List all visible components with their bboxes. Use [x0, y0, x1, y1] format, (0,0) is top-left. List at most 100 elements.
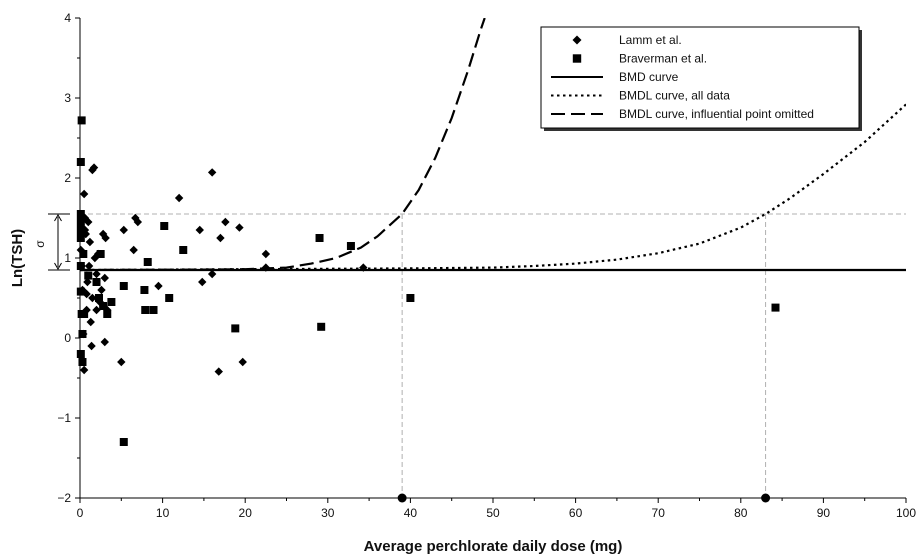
data-point-braverman — [160, 222, 169, 230]
data-point-braverman — [76, 262, 85, 270]
data-point-braverman — [317, 322, 326, 331]
y-axis-title: Ln(TSH) — [9, 229, 26, 287]
curves — [80, 18, 906, 272]
data-point-lamm — [131, 213, 140, 223]
x-tick-label: 30 — [321, 506, 335, 520]
reference-lines — [80, 213, 906, 498]
y-tick-label: −1 — [57, 411, 71, 425]
data-point-lamm — [117, 357, 126, 367]
x-tick-label: 100 — [896, 506, 916, 520]
data-point-braverman — [76, 350, 85, 358]
data-point-lamm — [86, 317, 95, 327]
data-point-braverman — [231, 324, 240, 333]
data-point-braverman — [179, 246, 188, 254]
legend-label: BMDL curve, all data — [619, 89, 730, 103]
data-point-braverman — [94, 294, 103, 302]
data-point-lamm — [92, 305, 101, 315]
data-point-lamm — [92, 269, 101, 279]
data-point-lamm — [359, 263, 368, 272]
data-point-braverman — [76, 218, 85, 226]
data-point-lamm — [83, 277, 92, 287]
data-point-braverman — [140, 286, 149, 294]
x-tick-label: 80 — [734, 506, 748, 520]
sigma-arrow-head-up — [54, 214, 62, 222]
x-tick-label: 0 — [77, 506, 84, 520]
data-point-lamm — [97, 285, 106, 295]
data-point-braverman — [76, 158, 85, 166]
data-point-lamm — [119, 225, 128, 235]
y-tick-label: 3 — [64, 91, 71, 105]
data-point-braverman — [76, 210, 85, 218]
x-tick-label: 10 — [156, 506, 170, 520]
data-point-lamm — [82, 289, 91, 299]
data-point-lamm — [88, 293, 97, 303]
data-point-braverman — [107, 298, 116, 306]
data-point-braverman — [346, 242, 355, 250]
data-point-lamm — [221, 217, 230, 227]
data-point-braverman — [78, 358, 87, 366]
curve-dotted — [80, 103, 906, 272]
data-point-lamm — [174, 193, 184, 203]
axes: 0 10 20 30 40 50 60 70 80 90 100 −2 −1 0 1 2 3 4 σ — [33, 11, 916, 520]
data-point-lamm — [238, 357, 247, 367]
data-point-braverman — [76, 226, 85, 234]
data-point-lamm — [101, 233, 110, 243]
data-point-lamm — [129, 245, 138, 255]
x-axis-title: Average perchlorate daily dose (mg) — [364, 538, 623, 555]
data-point-lamm — [261, 263, 271, 272]
data-point-lamm — [154, 281, 163, 291]
data-point-braverman — [119, 438, 128, 446]
legend-marker-square — [572, 54, 582, 63]
data-point-lamm — [79, 189, 89, 199]
sigma-arrow-head-down — [54, 262, 62, 270]
data-point-lamm — [216, 233, 225, 243]
x-tick-label: 60 — [569, 506, 583, 520]
sigma-label: σ — [33, 240, 47, 248]
data-point-braverman — [80, 310, 89, 318]
data-point-braverman — [771, 303, 780, 312]
data-point-lamm — [235, 223, 244, 232]
data-point-braverman — [143, 258, 152, 266]
data-point-braverman — [165, 294, 174, 302]
data-point-lamm — [84, 261, 94, 271]
data-point-braverman — [119, 282, 128, 290]
data-point-lamm — [85, 237, 95, 247]
data-point-braverman — [96, 250, 105, 258]
y-tick-label: 1 — [64, 251, 71, 265]
data-point-lamm — [79, 365, 89, 375]
data-point-braverman — [406, 294, 415, 302]
x-tick-label: 90 — [817, 506, 831, 520]
x-tick-label: 70 — [652, 506, 666, 520]
data-point-lamm — [89, 163, 99, 172]
data-point-lamm — [98, 229, 108, 239]
data-point-braverman — [315, 234, 324, 242]
data-point-lamm — [84, 217, 93, 227]
data-point-lamm — [81, 229, 90, 239]
data-point-lamm — [214, 367, 223, 376]
data-point-braverman — [84, 271, 93, 280]
data-point-lamm — [261, 249, 271, 259]
legend-label: Lamm et al. — [619, 33, 682, 47]
legend-label: BMDL curve, influential point omitted — [619, 107, 814, 121]
legend-label: Braverman et al. — [619, 52, 707, 66]
data-point-lamm — [195, 225, 204, 235]
x-tick-label: 40 — [404, 506, 418, 520]
legend-marker-diamond — [572, 35, 582, 45]
legend-label: BMD curve — [619, 70, 679, 84]
data-point-braverman — [99, 302, 108, 310]
data-point-lamm — [87, 341, 96, 351]
data-point-lamm — [100, 337, 109, 347]
legend: Lamm et al. Braverman et al. BMD curve BMDL… — [540, 26, 862, 131]
data-point-braverman — [103, 310, 112, 318]
data-point-braverman — [78, 330, 87, 338]
data-point-lamm — [133, 217, 143, 227]
x-tick-label: 20 — [239, 506, 253, 520]
y-tick-label: 2 — [64, 171, 71, 185]
data-point-braverman — [141, 306, 150, 314]
x-tick-label: 50 — [486, 506, 500, 520]
data-point-braverman — [149, 306, 158, 314]
data-point-lamm — [207, 269, 217, 279]
data-point-braverman — [92, 278, 101, 286]
data-point-lamm — [207, 168, 217, 177]
